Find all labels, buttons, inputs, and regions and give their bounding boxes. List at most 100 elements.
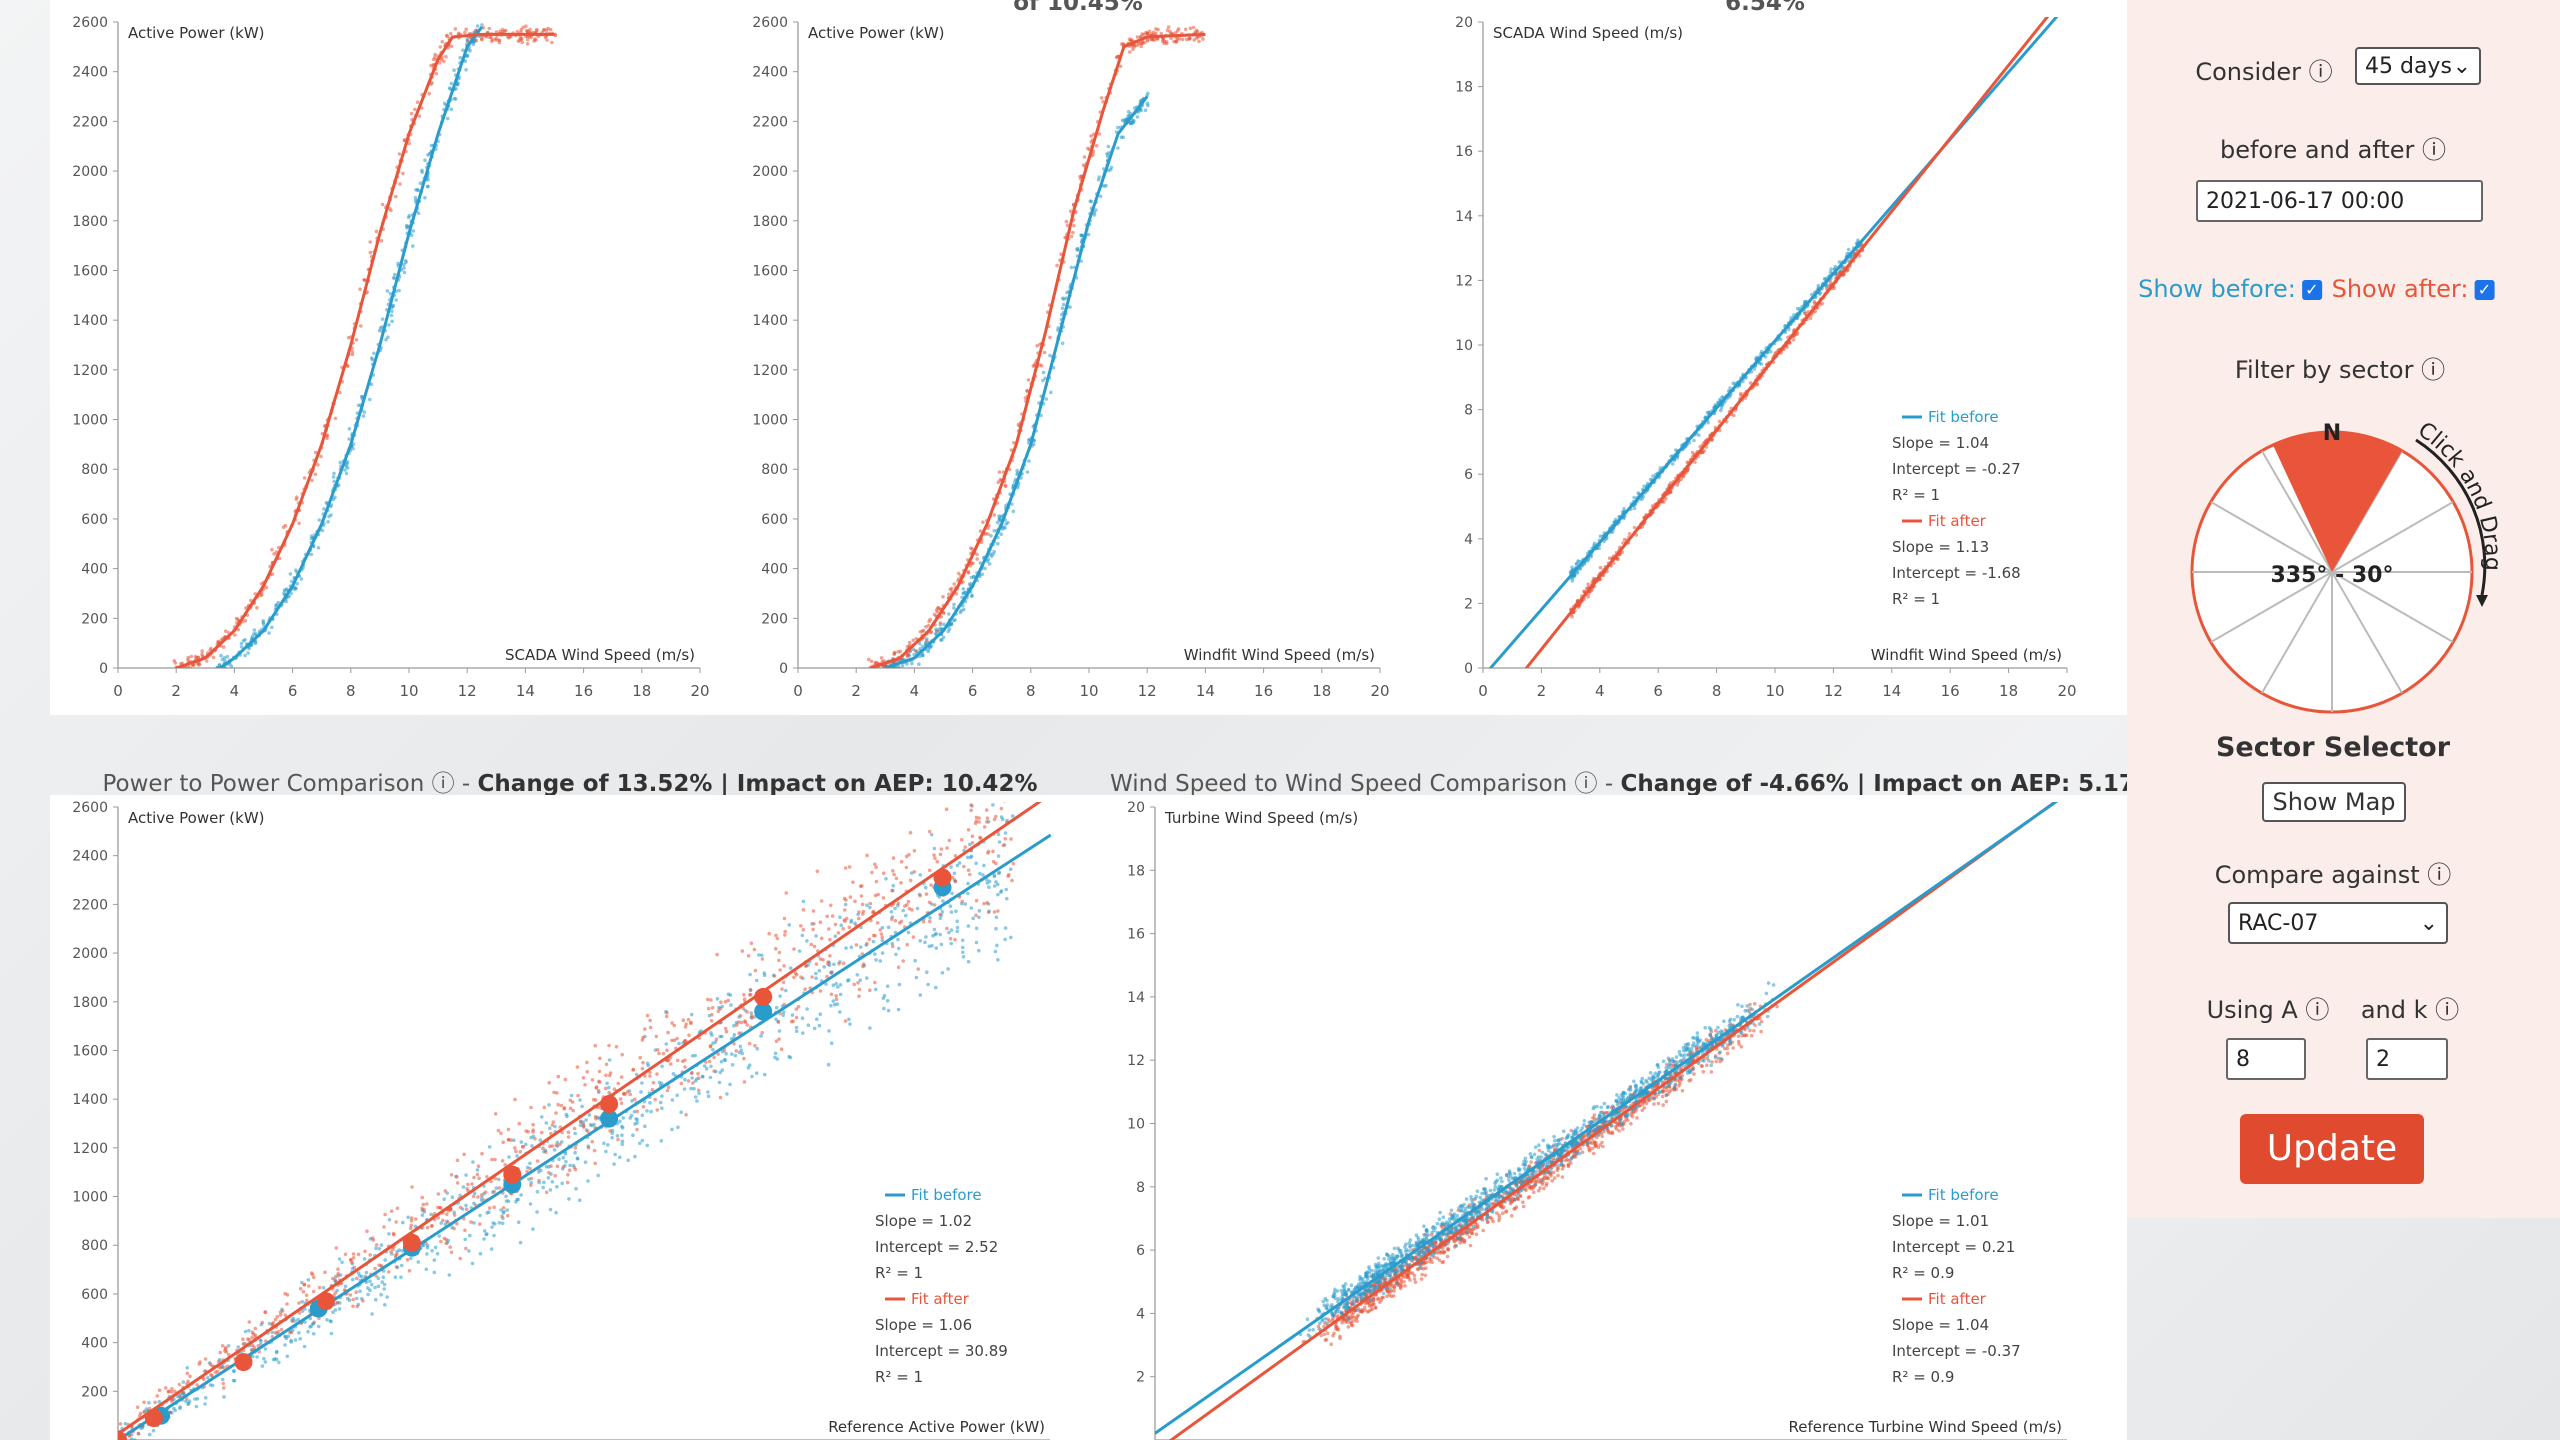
scatter-point [483, 1190, 488, 1194]
scatter-point [965, 855, 970, 860]
scatter-point [969, 808, 973, 813]
scatter-point [682, 1087, 687, 1091]
scatter-point [499, 1131, 503, 1136]
scatter-point [279, 1327, 284, 1332]
scatter-point [362, 1257, 367, 1261]
scatter-points-after [866, 25, 1205, 668]
scatter-point [195, 1383, 199, 1387]
scatter-point [1662, 500, 1666, 504]
scatter-point [1003, 937, 1007, 942]
scatter-point [966, 828, 971, 832]
x-tick-label: 6 [288, 682, 298, 700]
scatter-point [665, 1088, 670, 1093]
scatter-point [679, 1081, 684, 1086]
scatter-point [1575, 571, 1579, 575]
scatter-point [1005, 896, 1009, 901]
scatter-point [270, 625, 274, 630]
scatter-point [881, 996, 886, 1000]
scatter-point [927, 868, 932, 873]
y-tick-label: 1400 [752, 313, 788, 329]
scatter-point [379, 1243, 384, 1247]
scatter-point [952, 871, 957, 876]
scatter-point [857, 987, 862, 992]
power-curve-windfit-chart: 0200400600800100012001400160018002000220… [752, 15, 1389, 700]
scatter-point [1828, 270, 1833, 274]
y-tick-label: 2 [1136, 1370, 1145, 1386]
scatter-point [777, 950, 782, 955]
scatter-point [825, 974, 829, 979]
scatter-point [135, 1405, 140, 1409]
scatter-point [590, 1123, 594, 1128]
y-tick-label: 400 [81, 1336, 108, 1352]
scatter-point [616, 1081, 621, 1086]
scatter-point [941, 595, 945, 599]
scatter-point [833, 934, 838, 939]
scatter-point [406, 224, 410, 229]
scatter-point [211, 655, 216, 660]
scatter-point [638, 1141, 642, 1146]
scatter-point [575, 1157, 580, 1161]
scatter-point [381, 1275, 386, 1279]
scatter-point [1043, 376, 1047, 381]
scatter-point [1060, 312, 1064, 317]
scatter-point [826, 1062, 831, 1067]
scatter-point [123, 1422, 128, 1426]
scatter-point [996, 854, 1001, 858]
scatter-point [941, 899, 945, 903]
scatter-point [815, 869, 820, 874]
scatter-point [505, 1208, 510, 1212]
scatter-point [912, 849, 917, 853]
scatter-point [1550, 1179, 1554, 1183]
scatter-point [1180, 37, 1185, 42]
scatter-point [905, 653, 910, 657]
scatter-point [157, 1399, 162, 1404]
scatter-point [917, 662, 921, 666]
scatter-point [173, 1408, 177, 1413]
scatter-point [724, 1051, 728, 1056]
scatter-point [697, 1076, 701, 1080]
scatter-point [361, 414, 366, 418]
scatter-point [707, 1059, 712, 1064]
scatter-point [981, 520, 985, 524]
scatter-point [284, 599, 288, 604]
scatter-point [705, 997, 710, 1002]
scatter-point [690, 1076, 694, 1080]
scatter-point [992, 528, 997, 533]
scatter-point [387, 1232, 391, 1236]
scatter-point [485, 1232, 489, 1236]
scatter-point [805, 939, 809, 943]
scatter-point [368, 250, 373, 255]
scatter-point [648, 1018, 652, 1023]
scatter-point [239, 641, 244, 646]
scatter-point [947, 627, 952, 631]
y-tick-label: 2000 [752, 164, 788, 180]
scatter-point [1159, 31, 1164, 36]
scatter-point [351, 1304, 355, 1309]
scatter-point [489, 1179, 493, 1184]
scatter-point [777, 958, 781, 963]
scatter-point [897, 982, 902, 987]
scatter-point [1128, 121, 1133, 126]
scatter-point [630, 1099, 634, 1103]
scatter-point [857, 910, 861, 914]
scatter-point [490, 39, 494, 43]
scatter-point [844, 946, 848, 950]
scatter-point [999, 532, 1003, 536]
scatter-point [1693, 460, 1697, 464]
scatter-point [966, 924, 971, 928]
scatter-point [962, 864, 966, 869]
scatter-point [458, 1256, 463, 1261]
scatter-point [825, 914, 829, 919]
scatter-point [810, 975, 814, 979]
y-tick-label: 18 [1127, 863, 1145, 879]
scatter-point [1086, 232, 1091, 237]
scatter-point [376, 1276, 381, 1280]
scatter-point [834, 994, 838, 998]
scatter-point [743, 1019, 747, 1023]
legend-stat: Intercept = 30.89 [875, 1342, 1008, 1360]
scatter-point [463, 1237, 468, 1242]
scatter-point [792, 975, 796, 980]
scatter-point [970, 594, 974, 598]
scatter-point [783, 929, 787, 934]
scatter-point [929, 644, 934, 648]
